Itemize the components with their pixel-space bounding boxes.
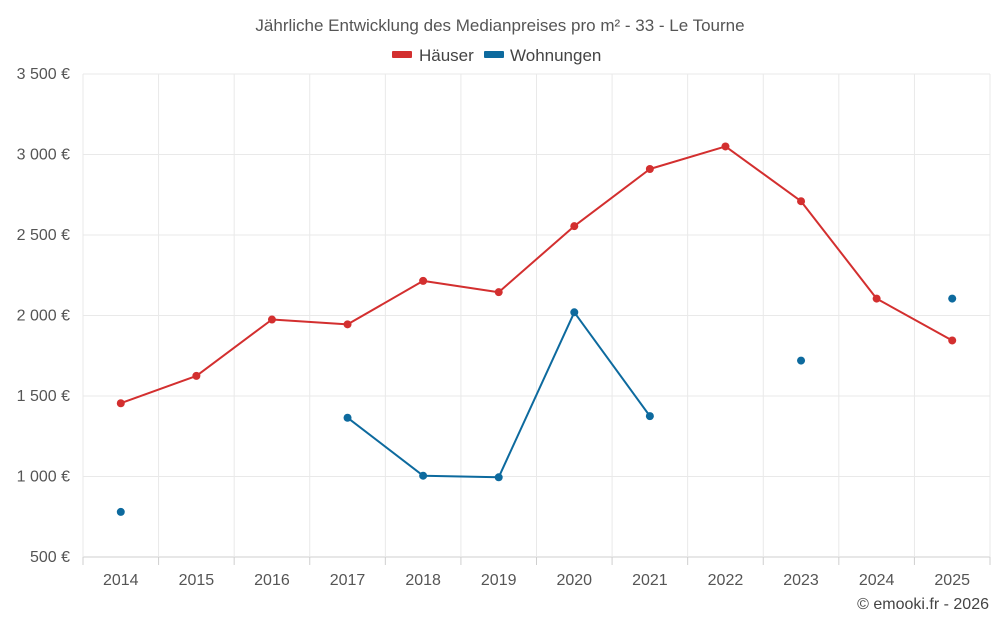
y-tick-label: 3 500 €: [17, 66, 70, 83]
x-tick-label: 2016: [254, 572, 290, 589]
legend-swatch-haeuser: [392, 51, 412, 58]
series-haeuser: [116, 142, 957, 408]
data-point-haeuser[interactable]: [494, 288, 503, 297]
legend-label-haeuser: Häuser: [419, 46, 474, 65]
data-point-haeuser[interactable]: [192, 371, 201, 380]
data-point-haeuser[interactable]: [948, 336, 957, 345]
data-point-wohnungen[interactable]: [645, 412, 654, 421]
legend-swatch-wohnungen: [484, 51, 504, 58]
legend-item-haeuser[interactable]: Häuser: [392, 46, 474, 65]
x-tick-label: 2022: [708, 572, 744, 589]
data-point-wohnungen[interactable]: [948, 294, 957, 303]
chart-title: Jährliche Entwicklung des Medianpreises …: [255, 16, 744, 35]
y-tick-label: 3 000 €: [17, 147, 70, 164]
data-point-wohnungen[interactable]: [343, 413, 352, 422]
data-point-wohnungen[interactable]: [419, 471, 428, 480]
data-point-wohnungen[interactable]: [570, 308, 579, 317]
series-line-wohnungen: [346, 311, 651, 479]
x-axis-labels: 2014 2015 2016 2017 2018 2019 2020 2021 2022 2023…: [103, 572, 970, 589]
data-point-wohnungen[interactable]: [494, 473, 503, 482]
data-point-haeuser[interactable]: [343, 320, 352, 329]
data-point-haeuser[interactable]: [419, 276, 428, 285]
y-tick-label: 2 500 €: [17, 227, 70, 244]
data-point-haeuser[interactable]: [797, 197, 806, 206]
data-point-wohnungen[interactable]: [116, 507, 125, 516]
x-tick-label: 2019: [481, 572, 517, 589]
x-tick-label: 2021: [632, 572, 668, 589]
data-point-haeuser[interactable]: [570, 222, 579, 231]
y-tick-label: 1 000 €: [17, 469, 70, 486]
x-tick-label: 2020: [556, 572, 592, 589]
x-tick-label: 2023: [783, 572, 819, 589]
grid: [82, 73, 991, 565]
data-point-haeuser[interactable]: [645, 164, 654, 173]
legend-item-wohnungen[interactable]: Wohnungen: [484, 46, 601, 65]
x-tick-label: 2015: [179, 572, 215, 589]
x-tick-label: 2018: [405, 572, 441, 589]
x-tick-label: 2017: [330, 572, 366, 589]
data-point-haeuser[interactable]: [267, 315, 276, 324]
data-point-haeuser[interactable]: [721, 142, 730, 151]
y-tick-label: 500 €: [30, 549, 70, 566]
x-tick-label: 2025: [934, 572, 970, 589]
legend-label-wohnungen: Wohnungen: [510, 46, 601, 65]
credit: © emooki.fr - 2026: [857, 596, 989, 613]
x-tick-label: 2024: [859, 572, 895, 589]
x-tick-label: 2014: [103, 572, 139, 589]
data-point-haeuser[interactable]: [116, 399, 125, 408]
series-line-haeuser: [120, 145, 953, 405]
y-axis-labels: 500 € 1 000 € 1 500 € 2 000 € 2 500 € 3 000 €…: [17, 66, 70, 566]
series-wohnungen: [116, 294, 957, 516]
legend: Häuser Wohnungen: [392, 46, 601, 65]
data-point-haeuser[interactable]: [872, 294, 881, 303]
data-point-wohnungen[interactable]: [797, 356, 806, 365]
y-tick-label: 1 500 €: [17, 388, 70, 405]
y-tick-label: 2 000 €: [17, 308, 70, 325]
series: [116, 142, 957, 516]
